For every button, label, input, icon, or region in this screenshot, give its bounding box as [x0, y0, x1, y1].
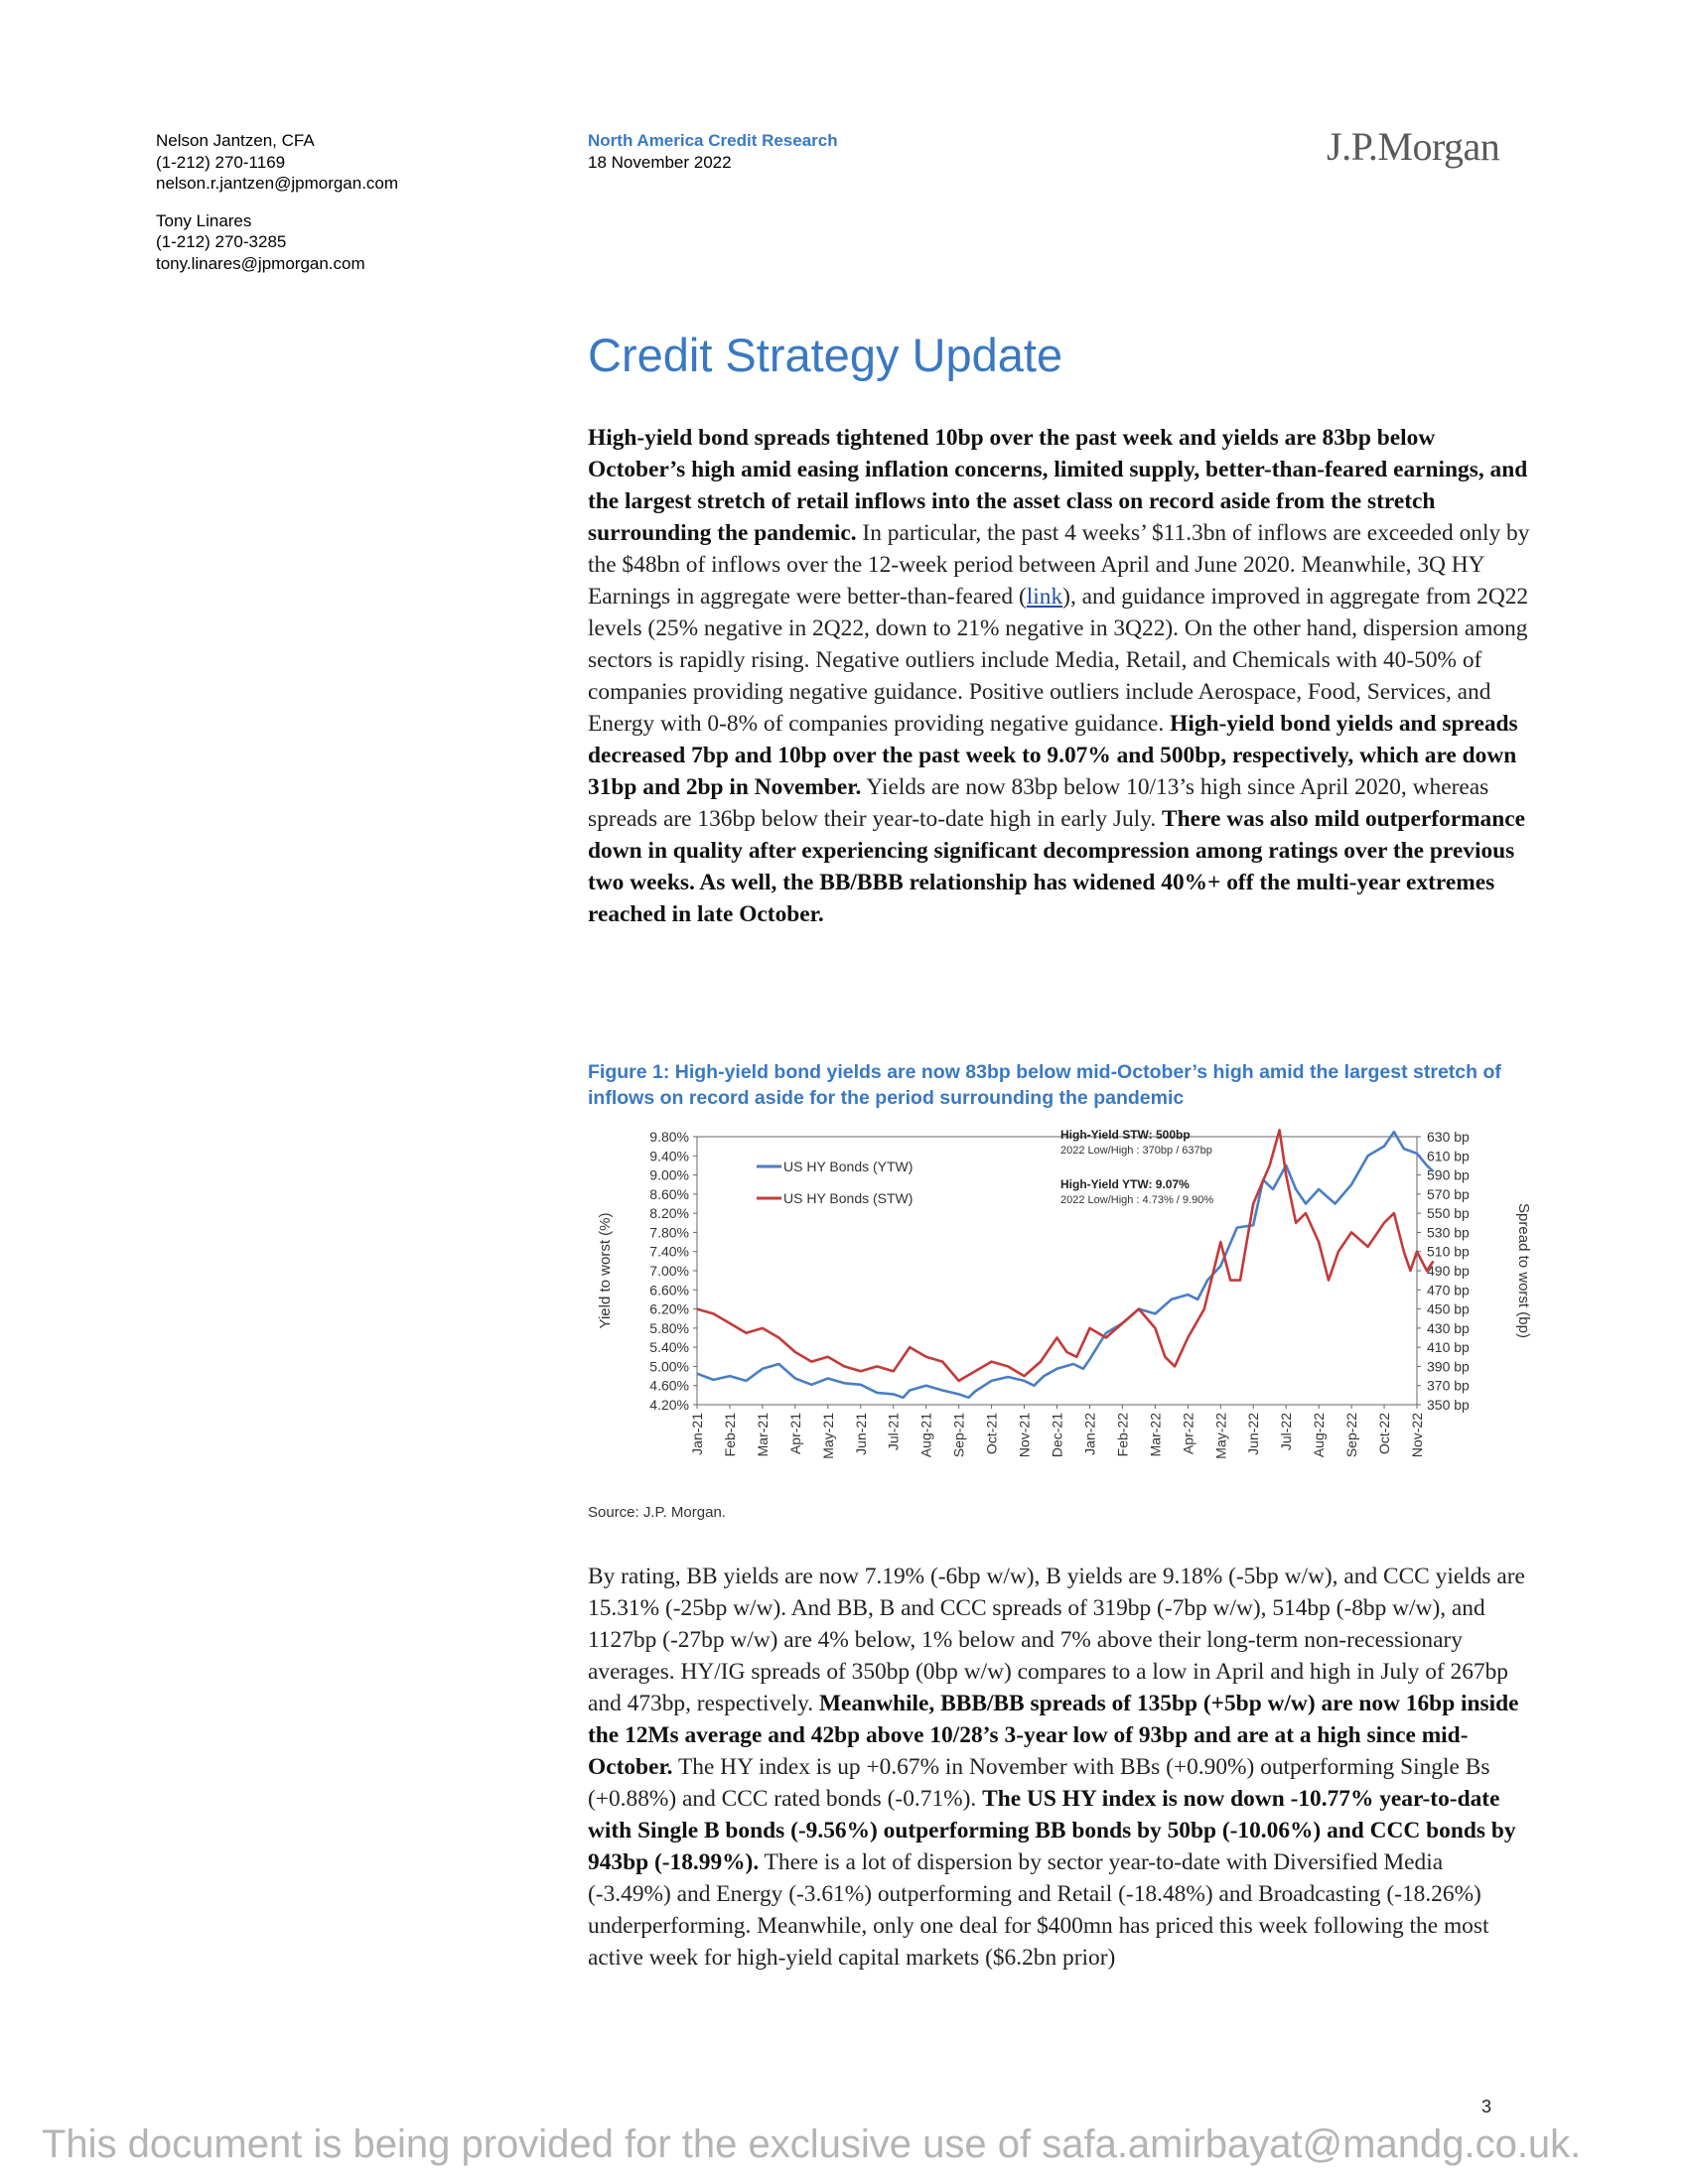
left-tick-label: 4.60%: [649, 1378, 689, 1394]
right-tick-label: 390 bp: [1427, 1358, 1470, 1374]
rating-paragraph: By rating, BB yields are now 7.19% (-6bp…: [588, 1561, 1531, 1974]
summary-paragraph: High-yield bond spreads tightened 10bp o…: [588, 422, 1531, 930]
annotation-subtext: 2022 Low/High : 4.73% / 9.90%: [1060, 1194, 1213, 1206]
left-tick-label: 7.40%: [649, 1244, 689, 1260]
text-run: Yields are now 83bp below 10/13’s high s…: [588, 774, 1489, 832]
right-tick-label: 550 bp: [1427, 1205, 1470, 1221]
right-axis-title: Spread to worst (bp): [1515, 1203, 1532, 1338]
author-1: Nelson Jantzen, CFA (1-212) 270-1169 nel…: [156, 130, 398, 195]
x-tick-label: Mar-21: [755, 1413, 771, 1457]
author-email[interactable]: nelson.r.jantzen@jpmorgan.com: [156, 174, 399, 193]
hy-yield-spread-chart: 4.20% 4.60% 5.00% 5.40% 5.80% 6.20% 6.60% 7.00%…: [597, 1128, 1532, 1459]
right-tick-label: 470 bp: [1427, 1282, 1470, 1297]
x-tick-label: Jun-22: [1245, 1413, 1261, 1455]
x-tick-label: Nov-22: [1409, 1413, 1425, 1457]
x-tick-label: Feb-21: [722, 1413, 738, 1457]
right-tick-label: 570 bp: [1427, 1186, 1470, 1202]
text-run: ), and guidance improved in aggregate fr…: [588, 584, 1529, 737]
bold-text-run: Meanwhile, BBB/BB spreads of 135bp (+5bp…: [588, 1691, 1519, 1780]
x-tick-label: Nov-21: [1017, 1413, 1033, 1457]
left-tick-label: 6.20%: [649, 1301, 689, 1317]
page-number: 3: [1481, 2097, 1492, 2116]
series-line-stw: [696, 1129, 1435, 1383]
watermark-notice: This document is being provided for the …: [42, 2122, 1582, 2166]
bold-text-run: The US HY index is now down -10.77% year…: [588, 1786, 1516, 1875]
left-tick-label: 5.00%: [649, 1358, 689, 1374]
left-tick-label: 5.40%: [649, 1339, 689, 1355]
left-tick-label: 9.00%: [649, 1167, 689, 1183]
bold-text-run: There was also mild outperformance down …: [588, 806, 1526, 927]
left-tick-label: 9.80%: [649, 1129, 689, 1145]
annotation-heading: High-Yield STW: 500bp: [1060, 1128, 1191, 1142]
x-tick-label: Apr-21: [787, 1413, 803, 1454]
author-email[interactable]: tony.linares@jpmorgan.com: [156, 253, 365, 273]
annotation-subtext: 2022 Low/High : 370bp / 637bp: [1060, 1145, 1212, 1157]
author-phone: (1-212) 270-3285: [156, 232, 287, 251]
series-line-ytw: [696, 1130, 1435, 1400]
plot-frame: [696, 1136, 1418, 1406]
text-run: There is a lot of dispersion by sector y…: [588, 1849, 1489, 1971]
x-tick-label: Dec-21: [1050, 1413, 1065, 1457]
left-tick-label: 7.00%: [649, 1263, 689, 1279]
legend-label: US HY Bonds (STW): [783, 1190, 913, 1206]
figure-source: Source: J.P. Morgan.: [588, 1504, 726, 1521]
earnings-link[interactable]: link: [1026, 584, 1063, 610]
left-tick-label: 6.60%: [649, 1282, 689, 1297]
author-name: Tony Linares: [156, 210, 252, 230]
right-tick-label: 590 bp: [1427, 1167, 1470, 1183]
x-tick-label: Aug-22: [1311, 1413, 1327, 1457]
report-header: North America Credit Research 18 Novembe…: [588, 130, 838, 173]
left-tick-label: 8.60%: [649, 1186, 689, 1202]
x-tick-label: Jul-22: [1278, 1413, 1294, 1450]
x-tick-label: Jan-22: [1081, 1413, 1097, 1455]
author-2: Tony Linares (1-212) 270-3285 tony.linar…: [156, 210, 398, 275]
left-tick-label: 4.20%: [649, 1397, 689, 1413]
right-tick-label: 630 bp: [1427, 1129, 1470, 1145]
text-run: In particular, the past 4 weeks’ $11.3bn…: [588, 520, 1530, 610]
text-run: By rating, BB yields are now 7.19% (-6bp…: [588, 1564, 1525, 1716]
right-tick-label: 490 bp: [1427, 1263, 1470, 1279]
author-phone: (1-212) 270-1169: [156, 152, 286, 172]
x-tick-label: Jun-21: [853, 1413, 869, 1455]
author-block: Nelson Jantzen, CFA (1-212) 270-1169 nel…: [156, 130, 398, 290]
report-date: 18 November 2022: [588, 152, 732, 172]
x-tick-label: Jul-21: [886, 1413, 902, 1450]
annotation-heading: High-Yield YTW: 9.07%: [1060, 1177, 1190, 1191]
left-tick-label: 8.20%: [649, 1205, 689, 1221]
x-tick-label: Mar-22: [1147, 1413, 1163, 1457]
x-tick-label: Jan-21: [689, 1413, 705, 1455]
page-title: Credit Strategy Update: [588, 329, 1063, 381]
x-tick-label: Feb-22: [1114, 1413, 1130, 1457]
x-tick-label: Apr-22: [1180, 1413, 1196, 1454]
right-tick-label: 610 bp: [1427, 1148, 1470, 1163]
right-tick-label: 410 bp: [1427, 1339, 1470, 1355]
x-tick-label: May-21: [820, 1413, 836, 1459]
right-tick-label: 350 bp: [1427, 1397, 1470, 1413]
text-run: The HY index is up +0.67% in November wi…: [588, 1754, 1490, 1812]
right-tick-label: 430 bp: [1427, 1320, 1470, 1336]
bold-text-run: High-yield bond spreads tightened 10bp o…: [588, 425, 1528, 546]
author-name: Nelson Jantzen, CFA: [156, 131, 315, 150]
left-tick-label: 9.40%: [649, 1148, 689, 1163]
legend-label: US HY Bonds (YTW): [783, 1159, 913, 1174]
left-tick-label: 7.80%: [649, 1224, 689, 1240]
left-axis-title: Yield to worst (%): [597, 1213, 614, 1329]
x-tick-label: May-22: [1212, 1413, 1228, 1459]
department-label: North America Credit Research: [588, 131, 838, 150]
right-tick-label: 530 bp: [1427, 1224, 1470, 1240]
jpmorgan-logo: J.P.Morgan: [1327, 124, 1500, 169]
right-tick-label: 510 bp: [1427, 1244, 1470, 1260]
bold-text-run: High-yield bond yields and spreads decre…: [588, 711, 1518, 800]
right-tick-label: 450 bp: [1427, 1301, 1470, 1317]
x-tick-label: Aug-21: [918, 1413, 934, 1457]
x-tick-label: Oct-22: [1376, 1413, 1392, 1454]
left-tick-label: 5.80%: [649, 1320, 689, 1336]
x-tick-label: Sep-21: [951, 1413, 967, 1457]
right-tick-label: 370 bp: [1427, 1378, 1470, 1394]
x-tick-label: Sep-22: [1343, 1413, 1359, 1457]
x-tick-label: Oct-21: [984, 1413, 1000, 1454]
figure-caption: Figure 1: High-yield bond yields are now…: [588, 1061, 1501, 1109]
